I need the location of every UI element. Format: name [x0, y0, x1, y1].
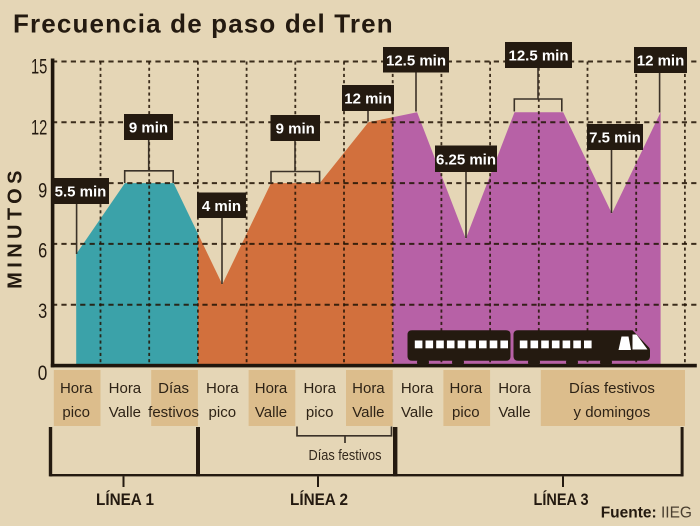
svg-text:Valle: Valle: [109, 404, 141, 421]
svg-text:12.5 min: 12.5 min: [386, 52, 446, 69]
svg-text:pico: pico: [209, 404, 237, 421]
svg-text:Días: Días: [158, 380, 189, 397]
svg-text:12.5 min: 12.5 min: [508, 48, 568, 65]
svg-text:12 min: 12 min: [637, 53, 685, 70]
svg-text:Valle: Valle: [255, 404, 287, 421]
svg-text:Frecuencia de paso del Tren: Frecuencia de paso del Tren: [13, 9, 394, 39]
svg-text:Hora: Hora: [401, 380, 434, 397]
svg-text:Hora: Hora: [255, 380, 288, 397]
svg-text:6: 6: [38, 239, 47, 262]
svg-text:0: 0: [38, 363, 48, 386]
svg-text:Hora: Hora: [206, 380, 239, 397]
svg-text:Hora: Hora: [303, 380, 336, 397]
svg-text:4 min: 4 min: [202, 198, 241, 215]
svg-text:9 min: 9 min: [129, 120, 168, 137]
svg-text:pico: pico: [62, 404, 90, 421]
svg-text:9: 9: [38, 179, 47, 202]
svg-text:festivos: festivos: [148, 404, 199, 421]
svg-text:Hora: Hora: [498, 380, 531, 397]
svg-text:LÍNEA 3: LÍNEA 3: [534, 490, 589, 509]
svg-text:Días festivos: Días festivos: [309, 447, 382, 464]
svg-text:7.5 min: 7.5 min: [589, 130, 641, 147]
svg-text:Hora: Hora: [109, 380, 142, 397]
svg-text:pico: pico: [306, 404, 334, 421]
svg-text:y domingos: y domingos: [574, 404, 651, 421]
svg-text:5.5 min: 5.5 min: [55, 184, 107, 201]
svg-text:pico: pico: [452, 404, 480, 421]
svg-text:15: 15: [31, 55, 47, 78]
svg-text:12: 12: [31, 116, 47, 139]
svg-text:Valle: Valle: [401, 404, 433, 421]
svg-text:LÍNEA 1: LÍNEA 1: [96, 490, 154, 509]
svg-text:Hora: Hora: [352, 380, 385, 397]
svg-text:Valle: Valle: [352, 404, 384, 421]
svg-text:3: 3: [38, 299, 47, 322]
svg-text:9 min: 9 min: [276, 121, 315, 138]
svg-text:12 min: 12 min: [344, 91, 392, 108]
svg-text:Hora: Hora: [60, 380, 93, 397]
svg-text:Fuente: IIEG: Fuente: IIEG: [601, 505, 692, 522]
svg-text:Hora: Hora: [450, 380, 483, 397]
svg-text:MINUTOS: MINUTOS: [5, 166, 27, 289]
svg-text:6.25 min: 6.25 min: [436, 151, 496, 168]
svg-text:Días festivos: Días festivos: [569, 380, 655, 397]
svg-text:LÍNEA 2: LÍNEA 2: [290, 490, 348, 509]
svg-text:Valle: Valle: [498, 404, 530, 421]
